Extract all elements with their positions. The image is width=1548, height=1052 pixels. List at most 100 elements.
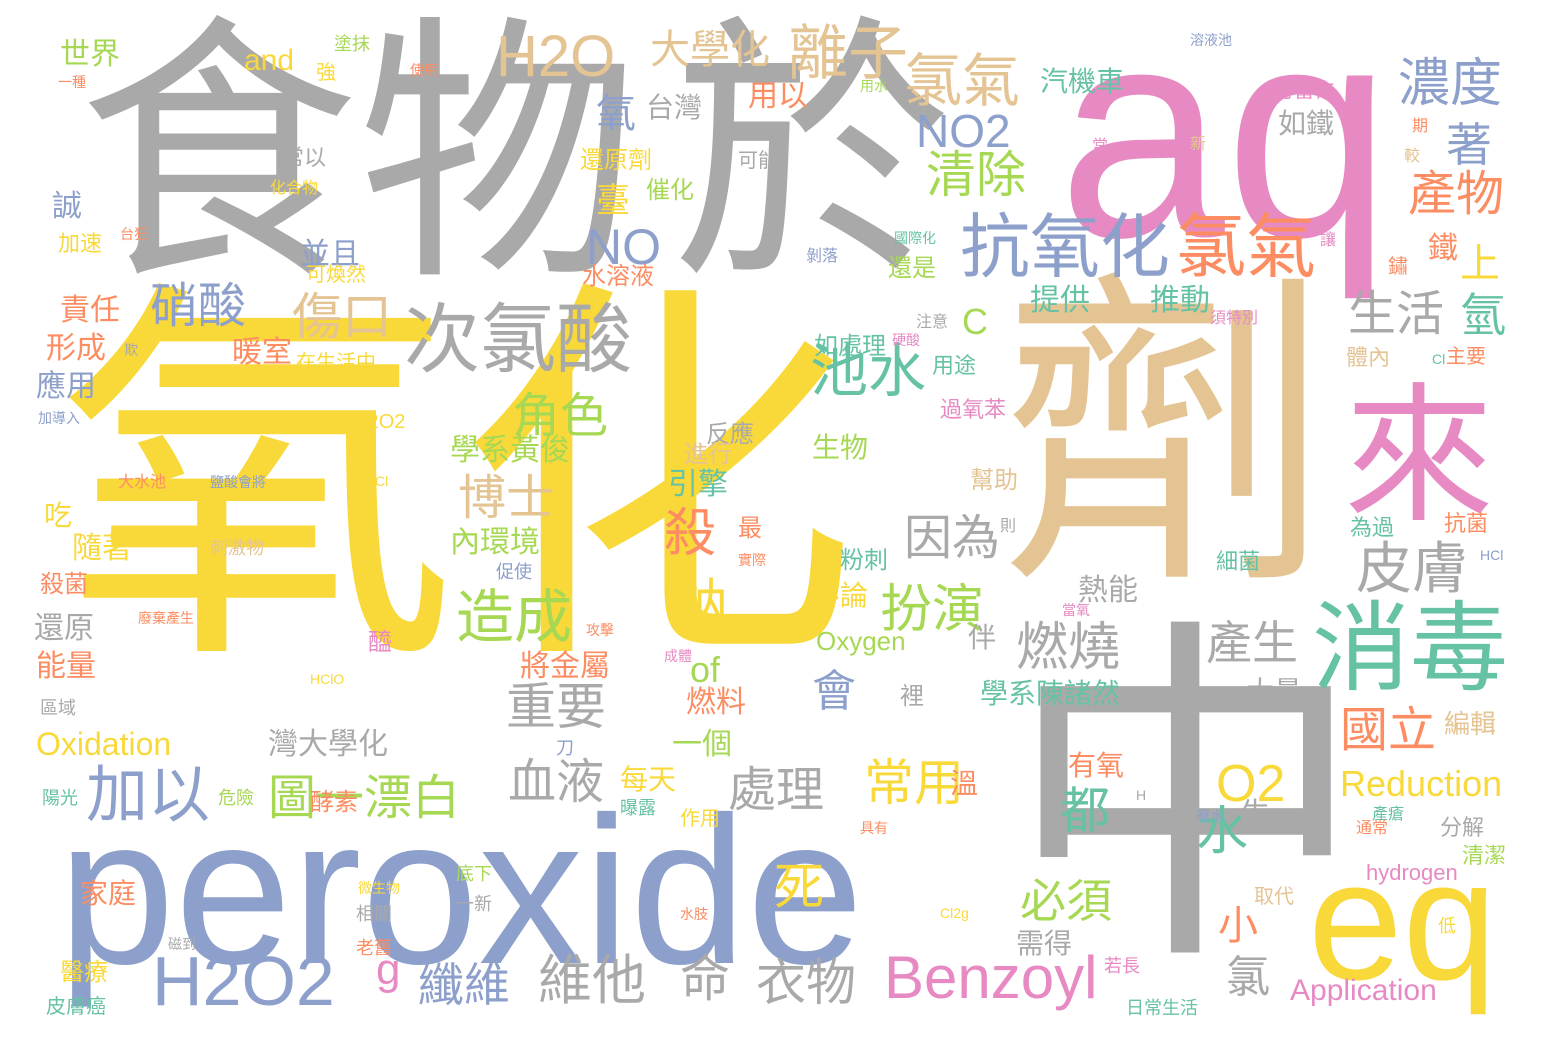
- word-cloud-word: 溶液池: [1190, 33, 1232, 49]
- word-cloud-word: 細菌: [1216, 550, 1261, 575]
- word-cloud-word: 溫: [950, 767, 979, 800]
- word-cloud-word: 消毒: [1312, 592, 1509, 706]
- word-cloud-word: 較: [1404, 146, 1421, 165]
- word-cloud-word: 氯氣: [1176, 206, 1316, 288]
- word-cloud-word: NO: [586, 219, 661, 275]
- word-cloud-word: peroxide: [58, 773, 864, 1008]
- word-cloud-word: 水: [1196, 802, 1249, 862]
- word-cloud-word: 生: [1240, 797, 1270, 832]
- word-cloud-word: 國際化: [894, 231, 936, 247]
- word-cloud-word: 加導入: [38, 411, 80, 427]
- word-cloud-word: 燃料: [686, 685, 746, 720]
- word-cloud-word: 血液: [508, 754, 605, 810]
- word-cloud-word: 刺激物: [210, 538, 264, 559]
- word-cloud-word: 可煥然: [306, 262, 366, 286]
- word-cloud-word: 可能: [738, 148, 778, 172]
- word-cloud-word: 過氧苯: [940, 398, 1007, 423]
- word-cloud-word: 常以: [282, 146, 327, 171]
- word-cloud-word: 家庭: [80, 877, 137, 910]
- word-cloud-word: 臺: [596, 181, 630, 221]
- word-cloud-word: 新: [1190, 134, 1207, 153]
- word-cloud-word: 鹽酸會將: [210, 475, 266, 491]
- word-cloud-word: 促使: [496, 562, 532, 583]
- word-cloud-word: 隨著: [72, 531, 132, 566]
- word-cloud-word: 有氧: [1068, 749, 1125, 782]
- word-cloud-word: 讓: [1320, 230, 1337, 249]
- word-cloud-word: 水肢: [680, 907, 708, 923]
- word-cloud-word: Oxidation: [36, 726, 172, 762]
- word-cloud-word: 角色: [512, 388, 609, 444]
- word-cloud-word: 大學化: [650, 27, 770, 73]
- word-cloud-word: 扮演: [880, 580, 985, 640]
- word-cloud-word: 體內: [1346, 346, 1391, 371]
- word-cloud-word: 引擎: [668, 467, 728, 502]
- word-cloud-word: H2O2: [152, 942, 335, 1020]
- word-cloud-word: 化合物: [270, 178, 319, 197]
- word-cloud-word: 若長: [1104, 956, 1140, 977]
- word-cloud-word: 誠: [52, 189, 82, 224]
- word-cloud-word: 形成: [46, 331, 106, 366]
- word-cloud-word: 食物: [78, 0, 638, 319]
- word-cloud-word: 酵素: [310, 788, 358, 816]
- word-cloud-word: 進行: [684, 440, 732, 468]
- word-cloud-word: 責任: [60, 293, 120, 328]
- word-cloud-word: 處理: [728, 762, 825, 818]
- word-cloud-word: 學系黃俊: [450, 433, 570, 468]
- word-cloud-word: 大水池: [118, 472, 167, 491]
- word-cloud-word: 則: [1000, 516, 1017, 535]
- word-cloud-word: 並且: [300, 237, 360, 272]
- word-cloud-word: 不論: [812, 579, 869, 612]
- word-cloud-word: 能量: [36, 649, 96, 684]
- word-cloud-word: 氯氣: [904, 47, 1021, 115]
- word-cloud-word: 鈉: [674, 573, 728, 636]
- word-cloud-word: 最: [738, 514, 762, 542]
- word-cloud-word: hydrogen: [1366, 860, 1458, 885]
- word-cloud-word: Benzoyl: [884, 944, 1098, 1011]
- word-cloud-word: 微生物: [358, 881, 400, 897]
- word-cloud-word: 底下: [456, 864, 492, 885]
- word-cloud-word: 世界: [60, 37, 120, 72]
- word-cloud-word: 每天: [620, 763, 677, 796]
- word-cloud-word: 提供: [1030, 283, 1090, 318]
- word-cloud-word: H2O: [496, 24, 616, 89]
- word-cloud-word: 區域: [40, 698, 76, 719]
- word-cloud-word: 加速: [58, 232, 103, 257]
- word-cloud-word: 磁到: [168, 937, 196, 953]
- word-cloud-word: Cl: [1432, 351, 1446, 367]
- word-cloud-word: 濃度: [1398, 54, 1503, 114]
- word-cloud-word: 相關: [356, 904, 392, 925]
- word-cloud-word: 殺: [664, 504, 717, 564]
- word-cloud-word: 離子: [788, 19, 908, 89]
- word-cloud-word: 還是: [888, 254, 936, 282]
- word-cloud-word: 上: [1460, 241, 1500, 287]
- word-cloud-word: HCl: [1480, 547, 1504, 563]
- word-cloud-word: 生物: [812, 431, 869, 464]
- word-cloud-word: 將金屬: [520, 649, 610, 684]
- word-cloud-word: 廢水: [1196, 809, 1224, 825]
- word-cloud-word: 死: [774, 858, 824, 916]
- word-cloud-word: 抗菌: [1444, 512, 1489, 537]
- word-cloud-word: 用水: [860, 79, 888, 95]
- word-cloud-word: 殺菌: [40, 570, 88, 598]
- word-cloud-word: 老舊: [356, 938, 392, 959]
- word-cloud-word: 鏽: [1388, 254, 1408, 278]
- word-cloud-word: 氧化: [58, 249, 858, 714]
- word-cloud-word: 加以: [86, 758, 211, 831]
- word-cloud-word: 硬酸: [892, 333, 920, 349]
- word-cloud-word: 用途: [932, 354, 977, 379]
- word-cloud-word: 當氧: [1062, 603, 1090, 619]
- word-cloud-word: 會: [812, 666, 856, 717]
- word-cloud-word: and: [244, 44, 295, 77]
- word-cloud-word: aq: [1058, 0, 1392, 300]
- word-cloud-word: 催化: [646, 176, 694, 204]
- word-cloud-word: Application: [1290, 974, 1437, 1007]
- word-cloud-word: 在生活中: [296, 350, 376, 374]
- word-cloud-word: 產生: [1206, 616, 1298, 670]
- word-cloud-word: 存在: [1110, 821, 1138, 837]
- word-cloud-word: 著: [1446, 118, 1492, 172]
- word-cloud-word: 因為: [904, 510, 1001, 566]
- word-cloud-word: 中: [1006, 590, 1366, 1009]
- word-cloud-word: 粉刺: [840, 546, 888, 574]
- word-cloud-word: 小: [1218, 903, 1258, 949]
- word-cloud-word: 強: [316, 60, 336, 84]
